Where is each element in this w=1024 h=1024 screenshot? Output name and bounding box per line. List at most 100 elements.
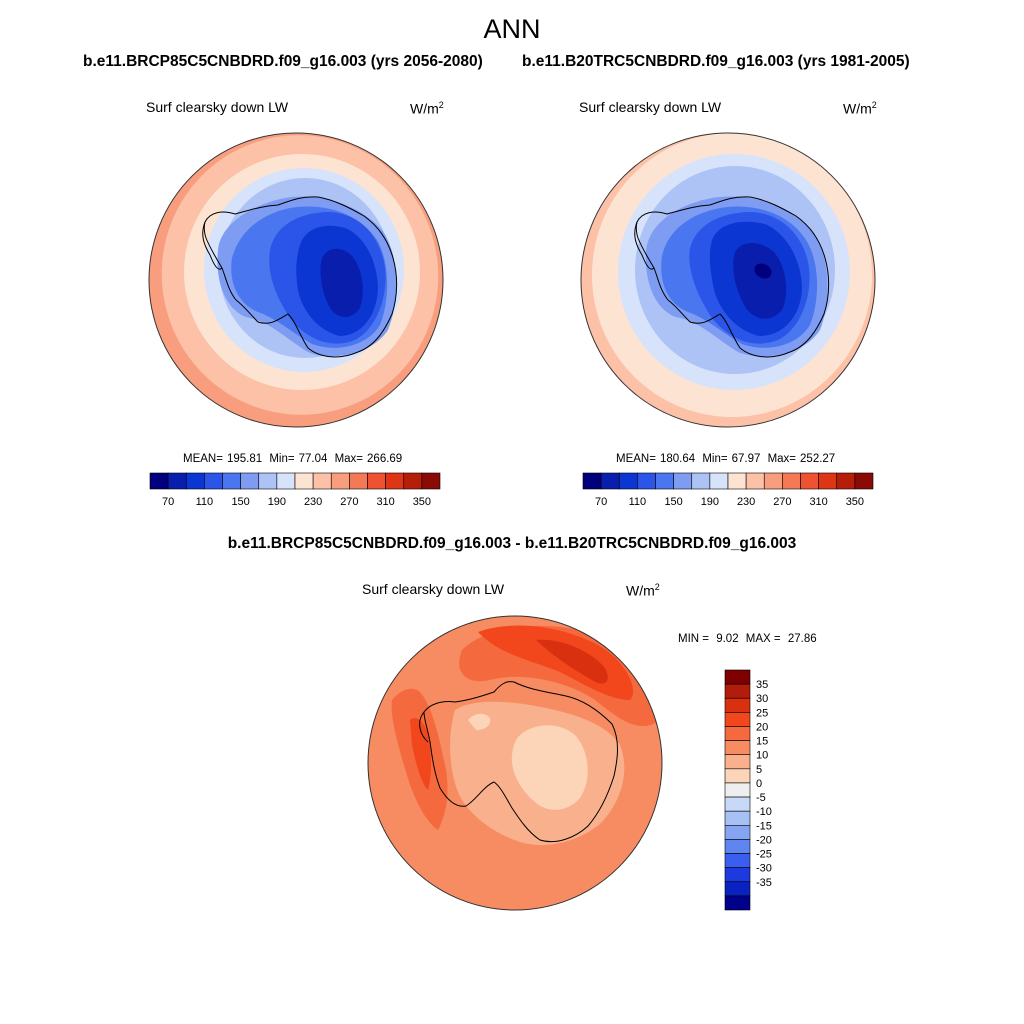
panel-right-variable-label: Surf clearsky down LW	[579, 99, 722, 115]
colorbar-right-swatch	[763, 472, 783, 490]
colorbar-diff-swatch	[724, 867, 751, 883]
colorbar-diff-tick-label: -25	[756, 849, 772, 861]
colorbar-diff-tick-label: -20	[756, 834, 772, 846]
max-value: 252.27	[800, 453, 836, 465]
max-label: Max=	[334, 453, 364, 465]
colorbar-left-swatch	[312, 472, 332, 490]
colorbar-left-swatch	[421, 472, 441, 490]
max-label: MAX =	[745, 633, 781, 645]
diff-panel-title: b.e11.BRCP85C5CNBDRD.f09_g16.003 - b.e11…	[227, 535, 797, 552]
colorbar-diff-swatch	[724, 669, 751, 685]
colorbar-left-tick-label: 310	[376, 496, 394, 508]
colorbar-left-tick-label: 110	[196, 496, 214, 508]
colorbar-left-swatch	[258, 472, 278, 490]
max-label: Max=	[767, 453, 797, 465]
colorbar-right-tick-label: 190	[701, 496, 719, 508]
colorbar-right-swatch	[600, 472, 620, 490]
mean-value: 180.64	[659, 453, 696, 465]
panel-left-variable-label: Surf clearsky down LW	[146, 99, 289, 115]
colorbar-left-swatch	[367, 472, 386, 490]
colorbar-diff-tick-label: 20	[756, 721, 768, 733]
colorbar-diff: 35 30 25 20 15 10 5 0 -5 -10 -15 -20 -25 -30 -35	[724, 669, 772, 911]
colorbar-right-swatch	[854, 472, 874, 490]
diff-panel-stats: MIN = 9.02 MAX = 27.86	[678, 633, 821, 645]
colorbar-diff-tick-label: -35	[756, 877, 772, 889]
panel-right-stats: MEAN= 180.64 Min= 67.97 Max= 252.27	[616, 453, 839, 465]
colorbar-diff-tick-label: 0	[756, 778, 762, 790]
colorbar-right-swatch	[745, 472, 765, 490]
colorbar-right-swatch	[655, 472, 674, 490]
panel-left-stats: MEAN= 195.81 Min= 77.04 Max= 266.69	[183, 453, 406, 465]
colorbar-right-tick-label: 270	[773, 496, 791, 508]
colorbar-left-swatch	[204, 472, 223, 490]
colorbar-left-swatch	[349, 472, 368, 490]
max-value: 266.69	[367, 453, 403, 465]
colorbar-right-swatch	[691, 472, 711, 490]
colorbar-diff-tick-label: 30	[756, 693, 768, 705]
colorbar-right-tick-label: 150	[664, 496, 682, 508]
colorbar-left-tick-label: 150	[231, 496, 249, 508]
colorbar-right-swatch	[709, 472, 729, 490]
colorbar-right-swatch	[800, 472, 819, 490]
max-value: 27.86	[787, 633, 817, 645]
colorbar-diff-tick-label: 10	[756, 750, 768, 762]
min-label: MIN =	[678, 633, 709, 645]
colorbar-right-swatch	[582, 472, 602, 490]
colorbar-diff-tick-label: 5	[756, 764, 762, 776]
map-right	[580, 132, 876, 428]
colorbar-diff-swatch	[724, 712, 751, 727]
colorbar-left-swatch	[276, 472, 296, 490]
colorbar-left-swatch	[149, 472, 169, 490]
min-label: Min=	[702, 453, 728, 465]
colorbar-right-swatch	[782, 472, 801, 490]
colorbar-diff-swatch	[724, 697, 751, 713]
colorbar-right-tick-label: 70	[595, 496, 607, 508]
colorbar-diff-swatch	[724, 740, 751, 756]
colorbar-diff-swatch	[724, 810, 751, 826]
min-label: Min=	[269, 453, 295, 465]
colorbar-diff-swatch	[724, 881, 751, 897]
colorbar-left-swatch	[167, 472, 187, 490]
min-value: 67.97	[731, 453, 761, 465]
colorbar-right-swatch	[727, 472, 747, 490]
colorbar-diff-tick-label: -5	[756, 792, 766, 804]
colorbar-left: 70 110 150 190 230 270 310 350	[149, 472, 441, 508]
colorbar-right-tick-label: 350	[846, 496, 864, 508]
colorbar-left-swatch	[330, 472, 350, 490]
figure-title: ANN	[483, 14, 541, 44]
colorbar-left-tick-label: 350	[413, 496, 431, 508]
colorbar-left-swatch	[240, 472, 260, 490]
min-value: 9.02	[716, 633, 739, 645]
colorbar-left-tick-label: 70	[162, 496, 174, 508]
colorbar-diff-swatch	[724, 726, 751, 741]
colorbar-right-tick-label: 110	[629, 496, 647, 508]
colorbar-right-swatch	[618, 472, 638, 490]
colorbar-right-swatch	[637, 472, 656, 490]
colorbar-left-swatch	[403, 472, 423, 490]
panel-right-case-title: b.e11.B20TRC5CNBDRD.f09_g16.003 (yrs 198…	[522, 53, 910, 70]
colorbar-right-tick-label: 310	[809, 496, 827, 508]
colorbar-diff-swatch	[724, 782, 751, 798]
colorbar-diff-tick-label: -30	[756, 863, 772, 875]
colorbar-diff-swatch	[724, 839, 751, 854]
colorbar-right-tick-label: 230	[737, 496, 755, 508]
mean-value: 195.81	[226, 453, 263, 465]
colorbar-diff-swatch	[724, 796, 751, 812]
colorbar-diff-tick-label: 35	[756, 679, 768, 691]
colorbar-diff-swatch	[724, 895, 751, 911]
colorbar-diff-tick-label: 15	[756, 736, 768, 748]
colorbar-diff-swatch	[724, 824, 751, 840]
map-left	[148, 132, 444, 428]
colorbar-diff-swatch	[724, 853, 751, 868]
colorbar-left-swatch	[222, 472, 241, 490]
min-value: 77.04	[298, 453, 328, 465]
panel-left-case-title: b.e11.BRCP85C5CNBDRD.f09_g16.003 (yrs 20…	[83, 53, 483, 70]
panel-left-units: W/m2	[410, 100, 444, 117]
colorbar-diff-swatch	[724, 683, 751, 699]
colorbar-diff-tick-label: -15	[756, 820, 772, 832]
colorbar-diff-swatch	[724, 754, 751, 770]
colorbar-left-tick-label: 190	[268, 496, 286, 508]
colorbar-left-tick-label: 270	[340, 496, 358, 508]
colorbar-left-tick-label: 230	[304, 496, 322, 508]
colorbar-left-swatch	[385, 472, 405, 490]
